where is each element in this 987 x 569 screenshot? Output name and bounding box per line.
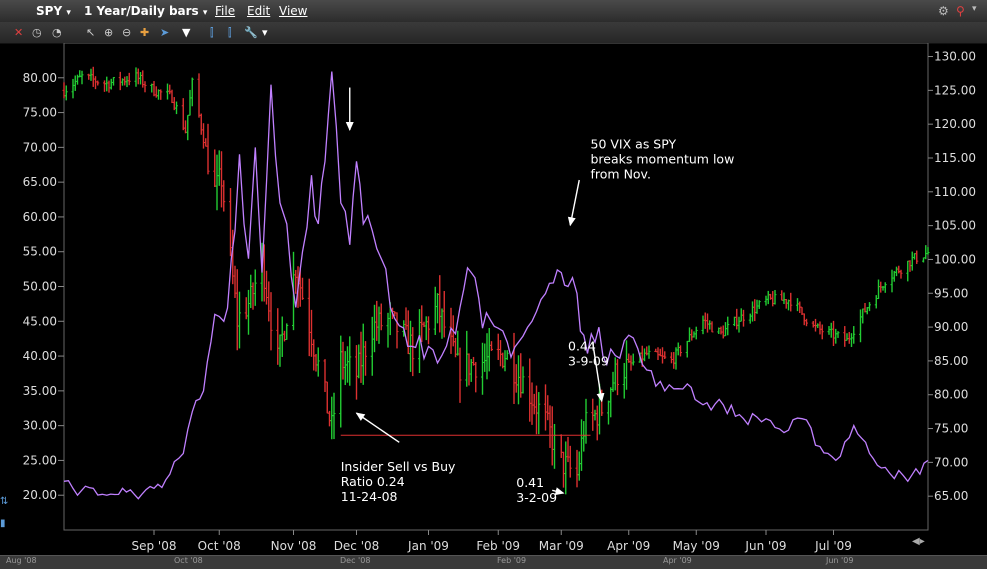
left-tick-label: 75.00 bbox=[23, 106, 57, 120]
annotation-text: 11-24-08 bbox=[341, 489, 398, 504]
right-tick-label: 125.00 bbox=[934, 83, 976, 97]
right-tick-label: 80.00 bbox=[934, 388, 968, 402]
vix-line bbox=[63, 71, 929, 500]
settings-icon[interactable]: ⚙ bbox=[938, 4, 949, 18]
right-tick-label: 95.00 bbox=[934, 286, 968, 300]
timeline-label: Dec '08 bbox=[340, 556, 371, 565]
left-tick-label: 55.00 bbox=[23, 245, 57, 259]
right-tick-label: 85.00 bbox=[934, 354, 968, 368]
timeline-scroller[interactable]: Aug '08 Oct '08 Dec '08 Feb '09 Apr '09 … bbox=[0, 555, 987, 569]
timeframe-label: 1 Year/Daily bars bbox=[84, 4, 199, 18]
timeline-label: Feb '09 bbox=[497, 556, 527, 565]
right-tick-label: 105.00 bbox=[934, 219, 976, 233]
right-tick-label: 120.00 bbox=[934, 117, 976, 131]
chevron-down-icon[interactable]: ▾ bbox=[972, 4, 977, 14]
scroll-right-icon[interactable]: ◀▸ bbox=[912, 536, 925, 547]
left-tick-label: 45.00 bbox=[23, 314, 57, 328]
x-tick-label: Jan '09 bbox=[407, 539, 449, 553]
right-axis: 65.00 70.00 75.00 80.00 85.00 90.00 95.00 100.0… bbox=[928, 50, 976, 503]
right-tick-label: 100.00 bbox=[934, 252, 976, 266]
annotation-text: 0.44 bbox=[568, 339, 596, 354]
vix-series bbox=[63, 71, 929, 500]
right-tick-label: 130.00 bbox=[934, 50, 976, 64]
chevron-down-icon: ▾ bbox=[202, 8, 208, 18]
close-icon[interactable]: ✕ bbox=[14, 26, 24, 39]
timeline-label: Aug '08 bbox=[6, 556, 37, 565]
annotation-text: 3-2-09 bbox=[516, 490, 557, 505]
left-tick-label: 65.00 bbox=[23, 175, 57, 189]
chevron-down-icon: ▾ bbox=[66, 8, 71, 18]
menu-edit[interactable]: Edit bbox=[247, 4, 271, 18]
link-icon[interactable]: ⚲ bbox=[956, 4, 965, 18]
annotation-arrow bbox=[552, 487, 565, 496]
plot-area bbox=[63, 43, 929, 531]
x-tick-label: Dec '08 bbox=[334, 539, 380, 553]
left-tick-label: 40.00 bbox=[23, 349, 57, 363]
crosshair-icon[interactable]: ✚ bbox=[140, 26, 150, 39]
annotations: 80 VIX at11-20-08 panic low0.42 Insider … bbox=[341, 87, 735, 505]
x-tick-label: Jun '09 bbox=[744, 539, 786, 553]
zoom-reset-icon[interactable]: ◔ bbox=[52, 26, 62, 39]
annotation-text: breaks momentum low bbox=[591, 152, 735, 167]
x-tick-label: Mar '09 bbox=[539, 539, 584, 553]
zoom-out-icon[interactable]: ⊖ bbox=[122, 26, 132, 39]
price-chart[interactable]: 20.00 25.00 30.00 35.00 40.00 45.00 50.00 55.00… bbox=[0, 43, 987, 555]
volume-icon: ▮ bbox=[0, 518, 6, 529]
split-alt-icon[interactable]: ⫿ bbox=[228, 26, 232, 39]
symbol-selector[interactable]: SPY ▾ bbox=[36, 4, 71, 18]
annotation-text: from Nov. bbox=[591, 167, 651, 182]
zoom-in-icon[interactable]: ⊕ bbox=[104, 26, 114, 39]
timeframe-selector[interactable]: 1 Year/Daily bars ▾ bbox=[84, 4, 207, 18]
right-tick-label: 75.00 bbox=[934, 422, 968, 436]
menu-bar: SPY ▾ 1 Year/Daily bars ▾ File Edit View… bbox=[0, 0, 987, 23]
annotation-arrow bbox=[567, 179, 580, 227]
timeline-label: Jun '09 bbox=[826, 556, 854, 565]
timeline-label: Oct '08 bbox=[174, 556, 203, 565]
menu-caret-icon[interactable]: ▾ bbox=[262, 26, 268, 39]
x-tick-label: Sep '08 bbox=[132, 539, 177, 553]
annotation-arrow bbox=[355, 412, 400, 443]
x-tick-label: May '09 bbox=[673, 539, 720, 553]
left-tick-label: 35.00 bbox=[23, 384, 57, 398]
symbol-label: SPY bbox=[36, 4, 63, 18]
right-tick-label: 65.00 bbox=[934, 489, 968, 503]
chart-toolbar: ✕ ◷ ◔ ↖ ⊕ ⊖ ✚ ➤ ▼ ⫿ ⫿ 🔧 ▾ bbox=[0, 22, 987, 44]
right-tick-label: 110.00 bbox=[934, 185, 976, 199]
x-tick-label: Feb '09 bbox=[476, 539, 520, 553]
left-tick-label: 70.00 bbox=[23, 140, 57, 154]
left-tick-label: 25.00 bbox=[23, 453, 57, 467]
annotation-text: 0.41 bbox=[516, 475, 544, 490]
x-tick-label: Oct '08 bbox=[198, 539, 241, 553]
annotation-text: 3-9-09 bbox=[568, 354, 609, 369]
right-tick-label: 70.00 bbox=[934, 455, 968, 469]
x-tick-label: Jul '09 bbox=[814, 539, 852, 553]
wrench-icon[interactable]: 🔧 bbox=[244, 26, 258, 39]
annotation-arrow bbox=[592, 342, 605, 403]
triangle-down-icon[interactable]: ▼ bbox=[182, 26, 191, 39]
x-tick-label: Apr '09 bbox=[607, 539, 650, 553]
left-tick-label: 50.00 bbox=[23, 280, 57, 294]
arrow-icon[interactable]: ➤ bbox=[160, 26, 170, 39]
left-tick-label: 20.00 bbox=[23, 488, 57, 502]
menu-file[interactable]: File bbox=[215, 4, 236, 18]
annotation-text: Ratio 0.24 bbox=[341, 474, 405, 489]
right-tick-label: 90.00 bbox=[934, 320, 968, 334]
arrow-icon: ⇅ bbox=[0, 496, 9, 507]
right-tick-label: 115.00 bbox=[934, 151, 976, 165]
annotation-text: Insider Sell vs Buy bbox=[341, 459, 456, 474]
split-icon[interactable]: ⫿ bbox=[210, 26, 214, 39]
left-tick-label: 30.00 bbox=[23, 419, 57, 433]
x-tick-label: Nov '08 bbox=[271, 539, 317, 553]
annotation-text: 50 VIX as SPY bbox=[591, 137, 677, 152]
left-tick-label: 80.00 bbox=[23, 71, 57, 85]
x-axis: Sep '08 Oct '08 Nov '08 Dec '08 Jan '09 Feb '… bbox=[132, 530, 852, 553]
left-axis: 20.00 25.00 30.00 35.00 40.00 45.00 50.00 55.00… bbox=[23, 71, 64, 502]
timeline-label: Apr '09 bbox=[663, 556, 692, 565]
pointer-icon[interactable]: ↖ bbox=[86, 26, 96, 39]
clock-icon[interactable]: ◷ bbox=[32, 26, 42, 39]
left-tick-label: 60.00 bbox=[23, 210, 57, 224]
menu-view[interactable]: View bbox=[279, 4, 308, 18]
